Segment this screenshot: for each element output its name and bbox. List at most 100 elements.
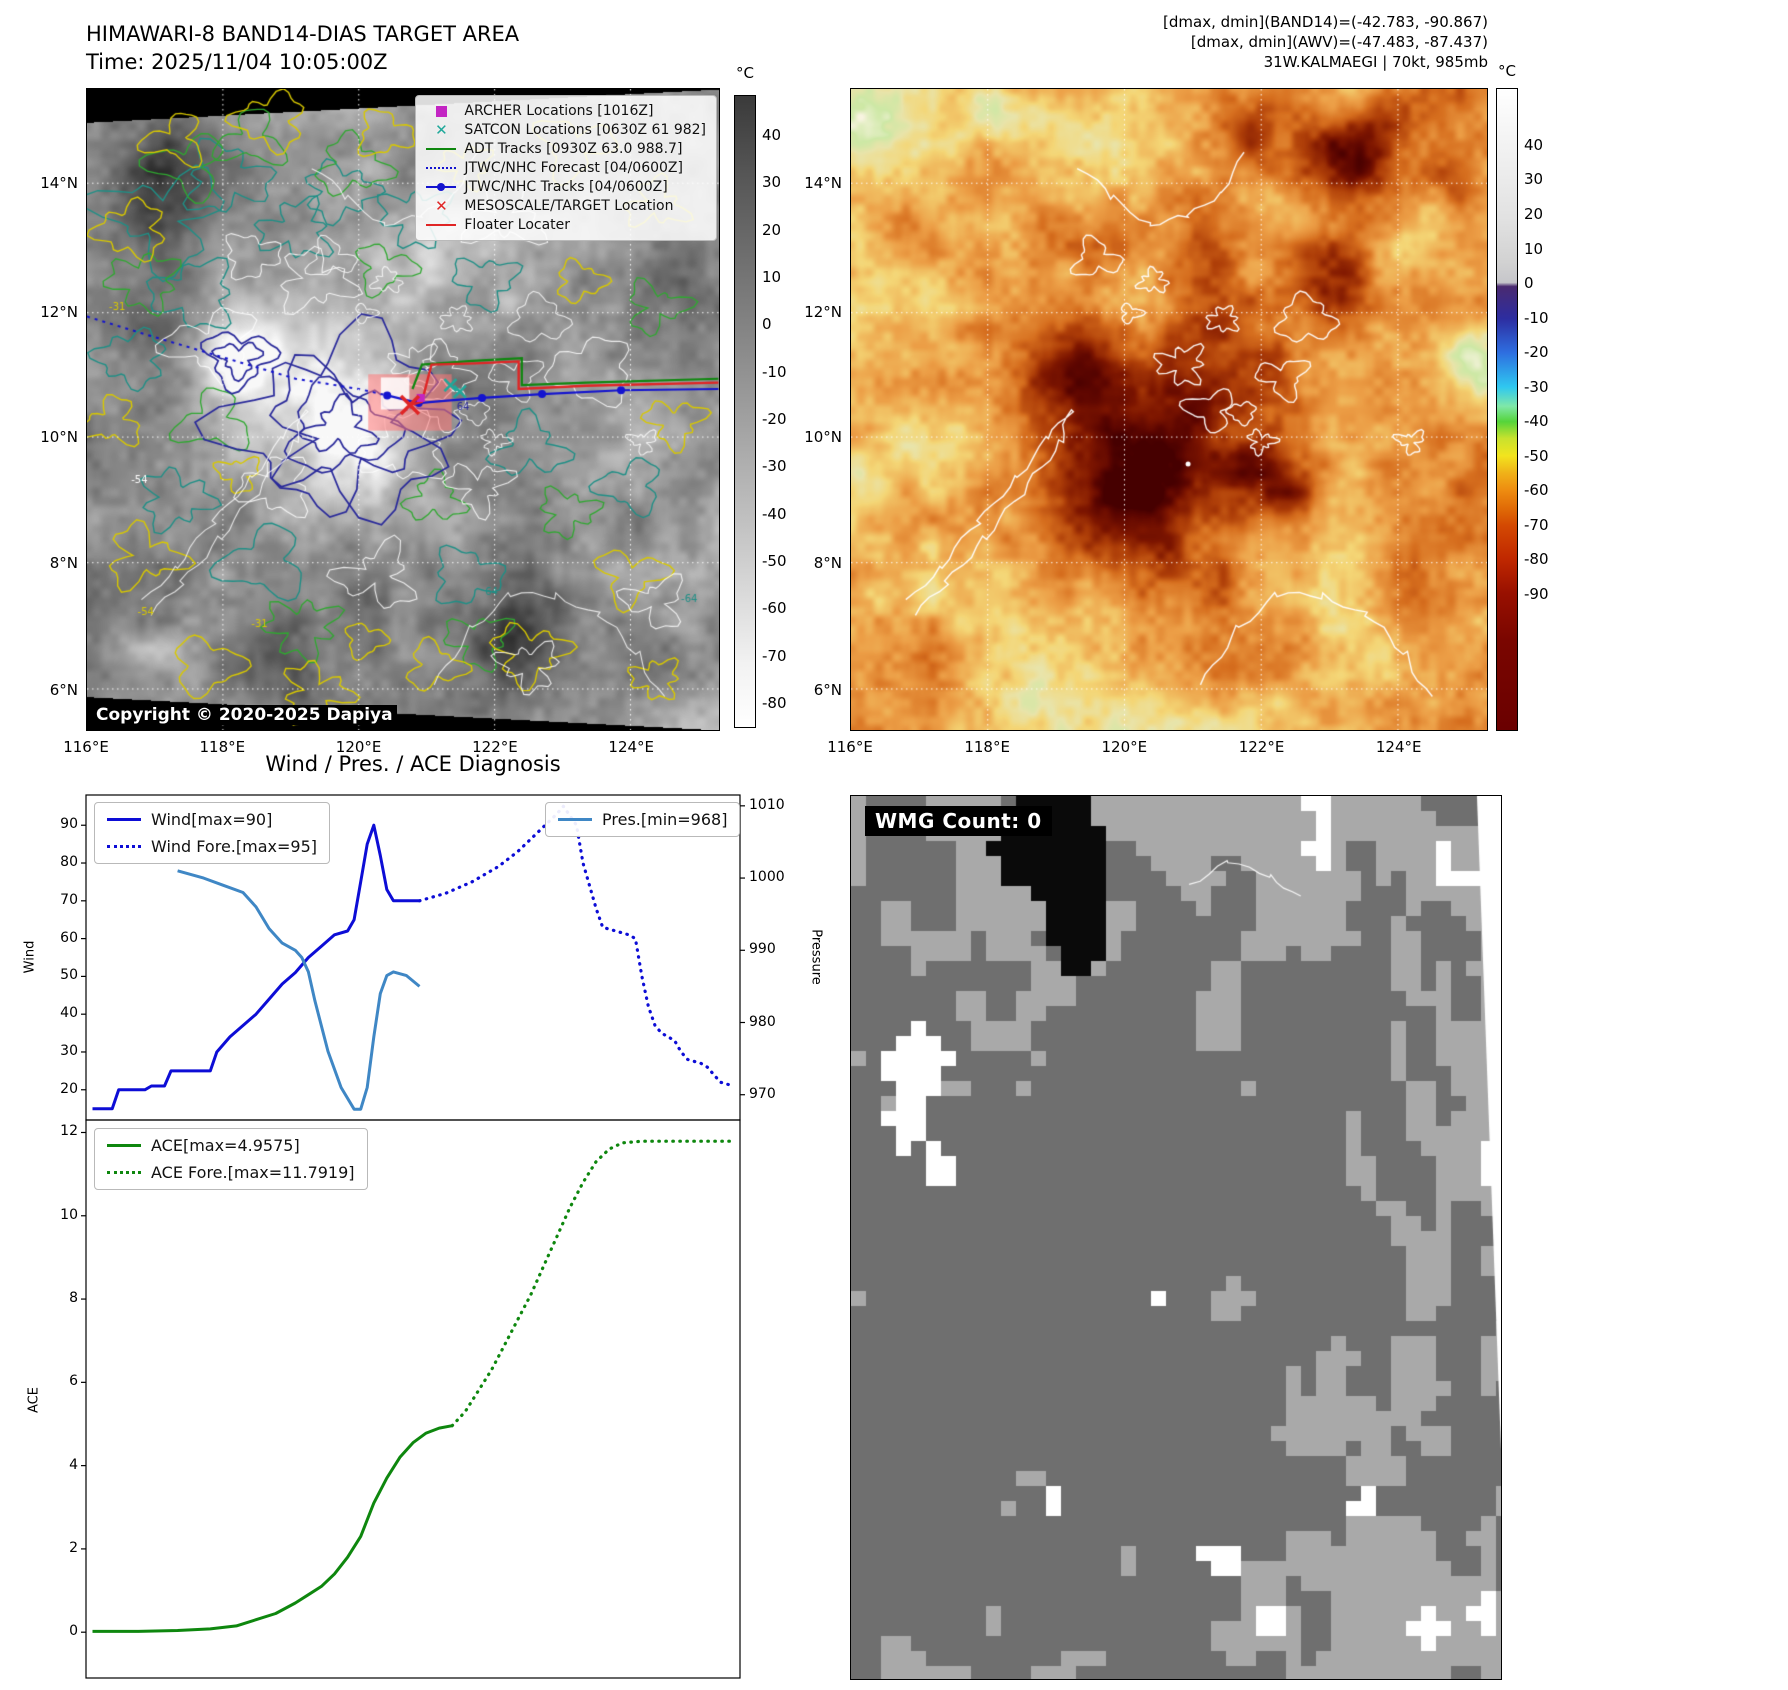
legend-item-label: MESOSCALE/TARGET Location xyxy=(464,198,674,214)
chart-y-tick-label: 20 xyxy=(60,1080,78,1097)
series-line-pres-min-968 xyxy=(177,869,421,1111)
band14-colorbar-tick-label: 30 xyxy=(762,173,782,192)
dmax-dmin-awv-label: [dmax, dmin](AWV)=(-47.483, -87.437) xyxy=(1190,33,1488,51)
awv-y-tick-label: 6°N xyxy=(813,680,842,699)
storm-id-intensity-label: 31W.KALMAEGI | 70kt, 985mb xyxy=(1263,53,1488,71)
pressure-line-sample xyxy=(558,818,592,821)
square-marker-icon xyxy=(426,104,456,118)
series-line-wind-fore-max-95 xyxy=(417,804,736,1088)
band14-time-label: Time: 2025/11/04 10:05:00Z xyxy=(86,50,388,74)
line-marker-marker-icon xyxy=(426,180,457,194)
awv-x-tick-label: 116°E xyxy=(827,738,873,756)
ace-chart xyxy=(81,1119,741,1679)
ace-forecast-line-sample xyxy=(107,1171,141,1174)
awv-colorbar-tick-label: -40 xyxy=(1524,412,1549,431)
band14-x-tick-label: 120°E xyxy=(335,738,382,756)
legend-item: ARCHER Locations [1016Z] xyxy=(426,103,706,119)
band14-colorbar-tick-label: -70 xyxy=(762,646,787,665)
awv-colorbar-tick-label: -30 xyxy=(1524,377,1549,396)
chart-y-tick-label: 90 xyxy=(60,816,78,833)
band14-colorbar-tick-label: -10 xyxy=(762,362,787,381)
legend-item: Pres.[min=968] xyxy=(558,810,727,829)
awv-colorbar-unit: °C xyxy=(1498,62,1516,80)
awv-satellite-image xyxy=(851,89,1487,730)
legend-item-label: Pres.[min=968] xyxy=(602,810,728,829)
pressure-axis-label: Pressure xyxy=(808,929,824,985)
awv-colorbar xyxy=(1496,88,1518,731)
chart-y-tick-label: 4 xyxy=(69,1456,78,1473)
band14-title: HIMAWARI-8 BAND14-DIAS TARGET AREA xyxy=(86,22,520,46)
awv-map xyxy=(850,88,1488,731)
legend-item-label: Floater Locater xyxy=(464,217,571,233)
band14-y-tick-label: 8°N xyxy=(49,554,78,573)
chart-y-tick-label: 0 xyxy=(69,1623,78,1640)
x-marker-icon: ✕ xyxy=(435,197,448,215)
wind-forecast-line-sample xyxy=(107,845,141,848)
awv-y-tick-label: 8°N xyxy=(813,554,842,573)
chart-y-tick-label: 40 xyxy=(60,1005,78,1022)
ace-axis-label: ACE xyxy=(26,1387,42,1413)
awv-colorbar-tick-label: -10 xyxy=(1524,308,1549,327)
awv-colorbar-tick-label: 20 xyxy=(1524,205,1544,224)
legend-item-label: ACE Fore.[max=11.7919] xyxy=(151,1163,355,1182)
awv-colorbar-tick-label: -50 xyxy=(1524,446,1549,465)
awv-y-tick-label: 12°N xyxy=(804,303,842,322)
chart-y-tick-label: 70 xyxy=(60,891,78,908)
dmax-dmin-band14-label: [dmax, dmin](BAND14)=(-42.783, -90.867) xyxy=(1163,13,1488,31)
wind-legend: Wind[max=90] Wind Fore.[max=95] xyxy=(94,802,330,864)
band14-colorbar-unit: °C xyxy=(736,64,754,82)
band14-colorbar-tick-label: -50 xyxy=(762,552,787,571)
legend-item-label: ACE[max=4.9575] xyxy=(151,1136,300,1155)
band14-y-tick-label: 12°N xyxy=(40,303,78,322)
legend-item: ACE Fore.[max=11.7919] xyxy=(107,1163,355,1182)
awv-colorbar-tick-label: 0 xyxy=(1524,274,1534,293)
band14-colorbar-tick-label: -40 xyxy=(762,504,787,523)
chart-y-tick-label: 30 xyxy=(60,1042,78,1059)
legend-item: Wind[max=90] xyxy=(107,810,317,829)
x-marker-icon: ✕ xyxy=(435,121,448,139)
ace-line-sample xyxy=(107,1144,141,1147)
series-line-ace-fore-max-11-7919 xyxy=(450,1139,736,1428)
chart-y-tick-label: 80 xyxy=(60,854,78,871)
band14-colorbar-tick-label: 10 xyxy=(762,268,782,287)
band14-colorbar-tick-label: 40 xyxy=(762,126,782,144)
band14-y-tick-label: 14°N xyxy=(40,173,78,192)
band14-y-tick-label: 6°N xyxy=(49,680,78,699)
band14-colorbar-tick-label: 20 xyxy=(762,220,782,239)
band14-colorbar-tick-label: -60 xyxy=(762,599,787,618)
awv-colorbar-tick-label: 10 xyxy=(1524,239,1544,258)
awv-x-tick-label: 120°E xyxy=(1101,738,1148,756)
chart-y-tick-label: 10 xyxy=(60,1206,78,1223)
band14-legend: ARCHER Locations [1016Z] ✕ SATCON Location… xyxy=(415,95,717,241)
awv-header-block: [dmax, dmin](BAND14)=(-42.783, -90.867) … xyxy=(900,12,1488,72)
band14-colorbar-tick-label: -20 xyxy=(762,410,787,429)
chart-y-tick-label: 980 xyxy=(749,1013,776,1030)
awv-colorbar-tick-label: -60 xyxy=(1524,481,1549,500)
dotted-line-marker-icon xyxy=(426,161,457,175)
legend-item-label: Wind[max=90] xyxy=(151,810,273,829)
band14-x-tick-label: 118°E xyxy=(199,738,246,756)
legend-item: Wind Fore.[max=95] xyxy=(107,837,317,856)
chart-y-tick-label: 50 xyxy=(60,967,78,984)
chart-y-tick-label: 1000 xyxy=(749,869,785,886)
awv-colorbar-tick-label: -70 xyxy=(1524,515,1549,534)
wind-line-sample xyxy=(107,818,141,821)
line-marker-icon xyxy=(426,218,457,232)
wmg-panel: WMG Count: 0 xyxy=(850,795,1502,1680)
legend-item-label: JTWC/NHC Tracks [04/0600Z] xyxy=(464,179,668,195)
band14-colorbar-tick-label: -30 xyxy=(762,457,787,476)
awv-colorbar-tick-label: -80 xyxy=(1524,550,1549,569)
legend-item-label: ARCHER Locations [1016Z] xyxy=(464,103,654,119)
wmg-count-label: WMG Count: 0 xyxy=(865,806,1052,836)
legend-item: ✕ SATCON Locations [0630Z 61 982] xyxy=(426,122,706,138)
ace-legend: ACE[max=4.9575] ACE Fore.[max=11.7919] xyxy=(94,1128,368,1190)
band14-x-tick-label: 122°E xyxy=(472,738,518,756)
awv-y-tick-label: 10°N xyxy=(804,428,842,447)
diagnosis-title: Wind / Pres. / ACE Diagnosis xyxy=(265,752,561,776)
chart-y-tick-label: 12 xyxy=(60,1123,78,1140)
wmg-microwave-image xyxy=(851,796,1501,1679)
line-marker-icon xyxy=(426,142,457,156)
chart-frame xyxy=(85,1119,741,1679)
legend-item-label: JTWC/NHC Forecast [04/0600Z] xyxy=(464,160,683,176)
